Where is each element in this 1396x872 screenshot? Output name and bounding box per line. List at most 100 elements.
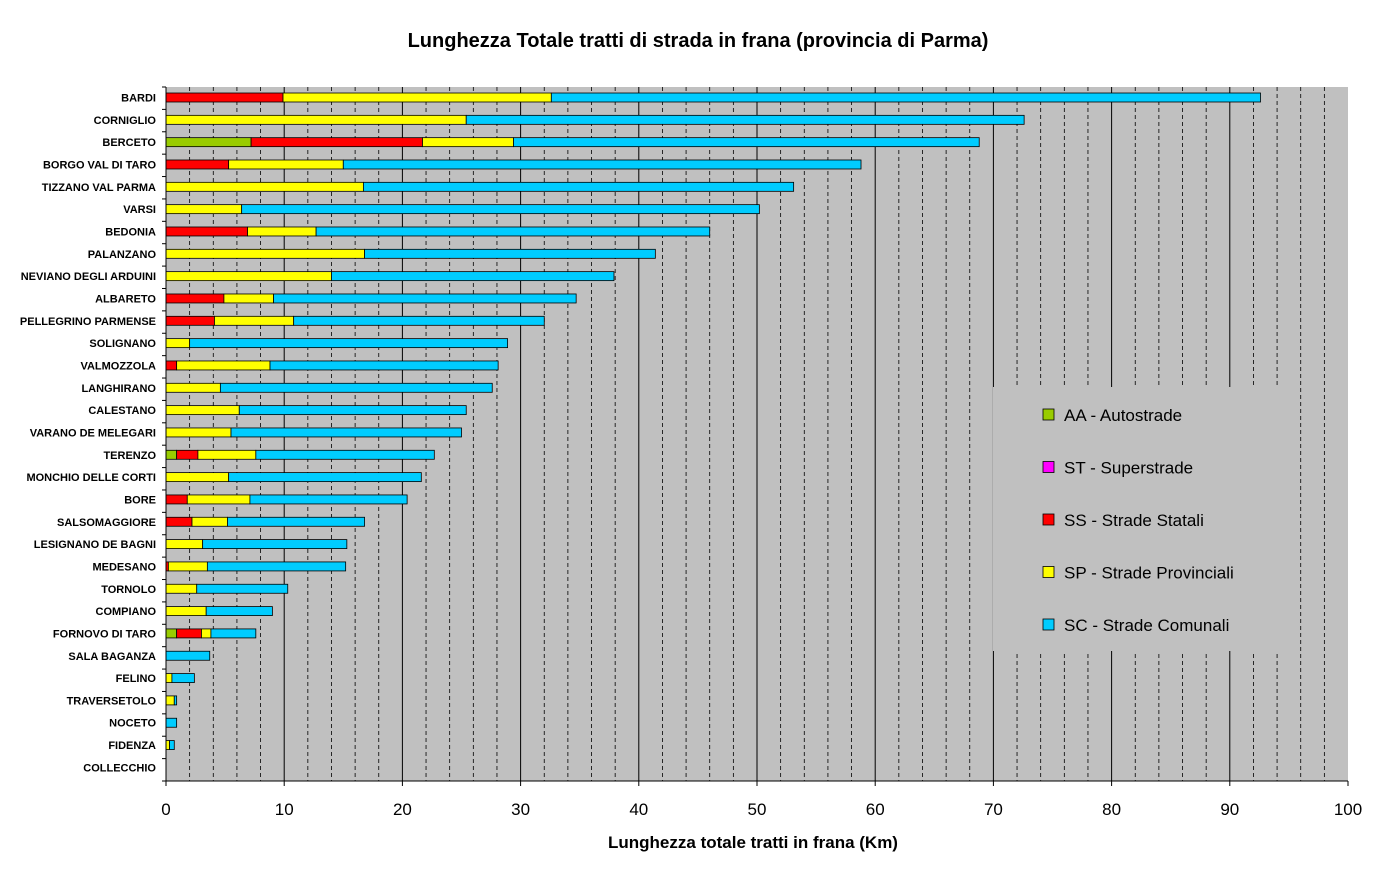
x-tick-label: 30 [511, 800, 530, 819]
bar-segment [165, 717, 178, 728]
legend-label: AA - Autostrade [1064, 406, 1182, 425]
bar-segment [228, 159, 344, 170]
bar-segment [465, 114, 1025, 125]
category-label: VARANO DE MELEGARI [30, 427, 156, 439]
category-label: TORNOLO [101, 584, 156, 596]
bar-segment [165, 740, 170, 750]
bar-segment [165, 494, 188, 505]
legend-swatch [1042, 513, 1055, 526]
bar-segment [205, 606, 273, 616]
bar-segment [165, 271, 332, 282]
bar-segment [173, 695, 178, 706]
legend-swatch [1042, 408, 1055, 421]
bar-segment [165, 204, 243, 215]
category-label: TERENZO [103, 450, 156, 462]
bar-segment [165, 539, 204, 549]
legend-swatch [1042, 461, 1055, 473]
category-label: BEDONIA [105, 226, 156, 238]
bar-segment [169, 740, 175, 750]
legend-label: SP - Strade Provinciali [1064, 564, 1234, 583]
bar-segment [176, 449, 199, 460]
bar-segment [176, 360, 271, 371]
category-label: NOCETO [109, 718, 156, 730]
legend-swatch [1042, 618, 1055, 631]
legend-label: SS - Strade Statali [1064, 511, 1204, 530]
bar-segment [165, 472, 230, 483]
category-label: FORNOVO DI TARO [53, 628, 157, 640]
x-tick-label: 0 [161, 800, 170, 819]
bar-segment [249, 494, 408, 505]
bar-segment [315, 226, 711, 237]
bar-segment [167, 561, 208, 572]
bar-segment [241, 204, 760, 215]
bar-segment [165, 315, 215, 326]
category-label: MONCHIO DELLE CORTI [26, 472, 156, 484]
bar-segment [165, 628, 178, 639]
bar-segment [513, 137, 980, 148]
x-axis-ticks: 0 10 20 30 40 50 60 70 80 90 100 [161, 781, 1362, 819]
category-label: TRAVERSETOLO [67, 695, 157, 707]
bar-segment [210, 628, 257, 639]
category-label: LESIGNANO DE BAGNI [34, 539, 156, 551]
bar-segment [228, 472, 422, 483]
bar-segment [165, 405, 240, 416]
bar-segment [165, 248, 365, 259]
bar-segment [273, 293, 577, 304]
bar-segment [165, 650, 211, 661]
bar-segment [422, 137, 514, 148]
category-label: COLLECCHIO [83, 762, 156, 774]
category-label: BORGO VAL DI TARO [43, 159, 157, 171]
x-tick-label: 60 [866, 800, 885, 819]
bar-segment [191, 516, 228, 527]
chart-title: Lunghezza Totale tratti di strada in fra… [407, 30, 989, 52]
category-label: BARDI [121, 93, 156, 105]
bar-segment [255, 449, 435, 460]
bar-segment [171, 673, 195, 683]
category-label: TIZZANO VAL PARMA [42, 182, 156, 194]
category-label: FELINO [116, 673, 157, 685]
bar-segment [293, 315, 545, 326]
bar-segment [165, 114, 467, 125]
category-label: BERCETO [102, 137, 156, 149]
category-label: PELLEGRINO PARMENSE [20, 316, 156, 328]
bar-segment [219, 382, 493, 393]
bar-segment [342, 159, 862, 170]
x-tick-label: 80 [1102, 800, 1121, 819]
bar-segment [364, 248, 656, 259]
bar-segment [197, 449, 257, 460]
bar-segment [165, 382, 221, 393]
bar-segment [362, 181, 795, 192]
category-labels: BARDI CORNIGLIO BERCETO BORGO VAL DI TARO TI… [20, 93, 157, 775]
bar-segment [165, 583, 198, 594]
bar-segment [165, 427, 232, 438]
bar-segment [165, 159, 230, 170]
category-label: MEDESANO [92, 561, 156, 573]
bar-segment [201, 628, 212, 639]
bar-segment [550, 92, 1261, 103]
bar-segment [186, 494, 251, 505]
category-label: FIDENZA [108, 740, 156, 752]
x-tick-label: 20 [393, 800, 412, 819]
bar-segment [176, 628, 202, 639]
category-label: SALSOMAGGIORE [57, 517, 156, 529]
bar-segment [165, 606, 207, 616]
legend-label: SC - Strade Comunali [1064, 616, 1229, 635]
bar-segment [189, 338, 508, 349]
x-tick-label: 10 [275, 800, 294, 819]
bar-segment [165, 92, 284, 103]
category-label: VALMOZZOLA [80, 360, 156, 372]
x-tick-label: 70 [984, 800, 1003, 819]
bar-segment [250, 137, 423, 148]
bar-segment [331, 271, 615, 282]
bar-segment [238, 405, 467, 416]
bar-segment [165, 516, 193, 527]
bar-segment [165, 181, 364, 192]
bar-segment [247, 226, 317, 237]
category-label: VARSI [123, 204, 156, 216]
bar-segment [196, 583, 289, 594]
x-tick-label: 100 [1334, 800, 1362, 819]
bar-segment [165, 695, 175, 706]
bar-segment [269, 360, 499, 371]
x-tick-label: 50 [748, 800, 767, 819]
